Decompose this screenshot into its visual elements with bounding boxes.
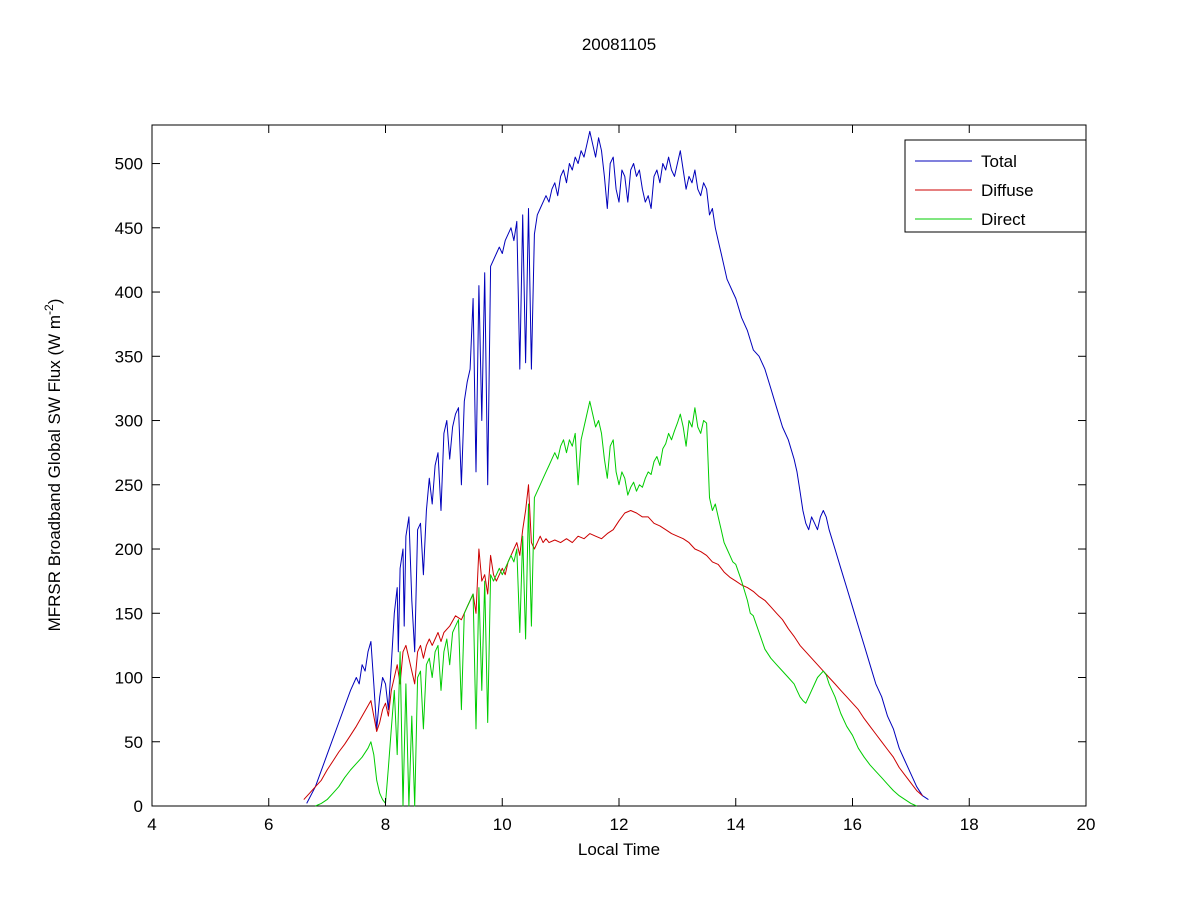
y-tick-label: 450 <box>115 219 143 238</box>
x-tick-label: 18 <box>960 815 979 834</box>
series-line-direct <box>315 400 917 807</box>
y-tick-label: 100 <box>115 669 143 688</box>
x-tick-label: 4 <box>147 815 156 834</box>
x-tick-label: 12 <box>610 815 629 834</box>
y-tick-label: 350 <box>115 347 143 366</box>
x-tick-label: 6 <box>264 815 273 834</box>
y-tick-labels: 0 50 100 150 200 250 300 350 400 450 500 <box>115 155 143 816</box>
y-tick-label: 300 <box>115 412 143 431</box>
y-tick-label: 250 <box>115 476 143 495</box>
x-tick-label: 20 <box>1077 815 1096 834</box>
y-tick-label: 50 <box>124 733 143 752</box>
legend-label-direct: Direct <box>981 210 1026 229</box>
axis-ticks <box>151 125 1087 807</box>
y-axis-label: MFRSR Broadband Global SW Flux (W m-2) <box>42 299 64 632</box>
legend-label-diffuse: Diffuse <box>981 181 1034 200</box>
y-tick-label: 200 <box>115 540 143 559</box>
y-tick-label: 150 <box>115 604 143 623</box>
series-line-diffuse <box>303 484 923 800</box>
legend: Total Diffuse Direct <box>904 139 1087 233</box>
chart-title: 20081105 <box>582 35 656 54</box>
x-tick-label: 16 <box>843 815 862 834</box>
x-axis-label: Local Time <box>578 840 660 859</box>
legend-box <box>904 139 1087 233</box>
y-tick-label: 400 <box>115 283 143 302</box>
y-tick-label: 0 <box>134 797 143 816</box>
x-tick-labels: 4 6 8 10 12 14 16 18 20 <box>147 815 1095 834</box>
series-line-total <box>306 130 929 804</box>
series-lines <box>303 130 929 807</box>
x-tick-label: 8 <box>381 815 390 834</box>
legend-label-total: Total <box>981 152 1017 171</box>
x-tick-label: 10 <box>493 815 512 834</box>
x-tick-label: 14 <box>726 815 745 834</box>
y-tick-label: 500 <box>115 155 143 174</box>
